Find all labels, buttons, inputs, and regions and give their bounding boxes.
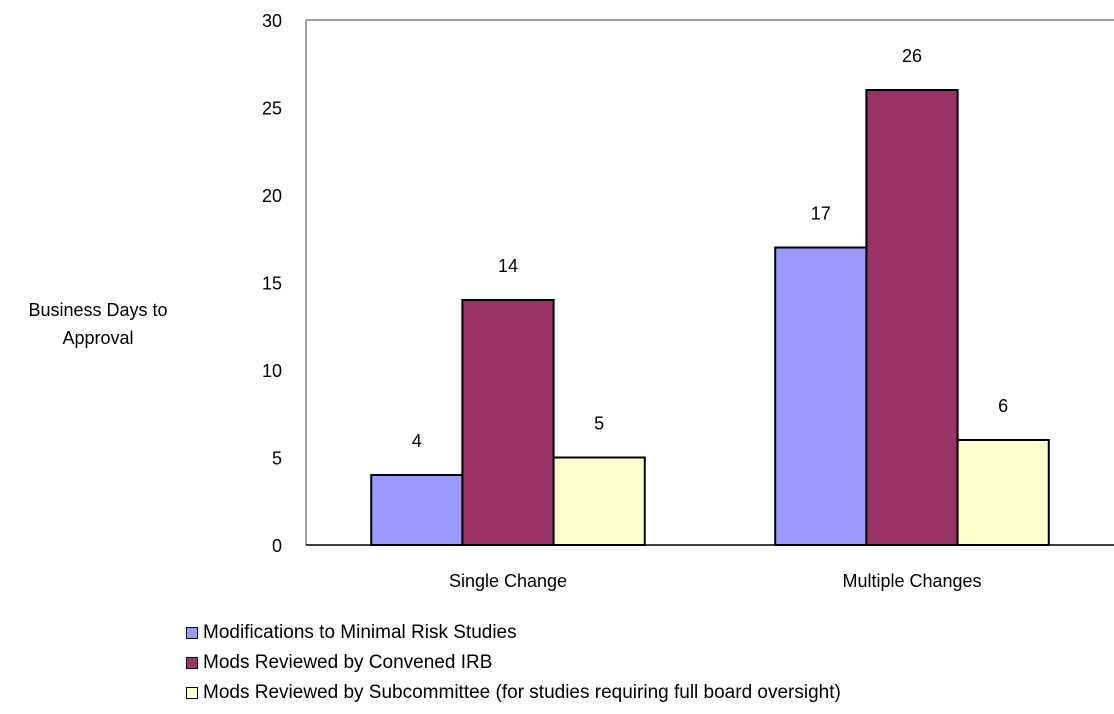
y-tick-label: 10 — [262, 361, 282, 381]
y-tick-label: 20 — [262, 186, 282, 206]
bars — [370, 89, 1050, 546]
y-axis-ticks: 0 5 10 15 20 25 30 — [262, 11, 282, 556]
bar — [370, 474, 464, 546]
y-axis-label: Business Days to Approval — [0, 296, 196, 352]
legend-item: Modifications to Minimal Risk Studies — [186, 618, 841, 648]
x-axis-ticks: Single Change Multiple Changes — [449, 571, 982, 591]
y-axis-label-line-2: Approval — [62, 328, 134, 348]
data-label: 6 — [998, 396, 1008, 416]
y-tick-label: 5 — [272, 449, 282, 469]
legend-swatch-convened-irb — [186, 657, 198, 669]
data-label: 14 — [498, 256, 518, 276]
y-tick-label: 15 — [262, 274, 282, 294]
legend-item: Mods Reviewed by Convened IRB — [186, 648, 841, 678]
legend-label-minimal-risk: Modifications to Minimal Risk Studies — [203, 622, 517, 643]
legend-item: Mods Reviewed by Subcommittee (for studi… — [186, 678, 841, 708]
y-tick-label: 25 — [262, 99, 282, 119]
y-axis-label-line-1: Business Days to — [28, 300, 168, 320]
y-tick-label: 30 — [262, 11, 282, 31]
data-label: 17 — [811, 204, 831, 224]
data-label: 5 — [594, 414, 604, 434]
x-tick-label: Single Change — [449, 571, 567, 591]
legend-label-convened-irb: Mods Reviewed by Convened IRB — [203, 652, 493, 673]
data-label: 4 — [412, 431, 422, 451]
legend-label-subcommittee: Mods Reviewed by Subcommittee (for studi… — [203, 682, 841, 703]
plot-frame — [305, 19, 1114, 546]
x-tick-label: Multiple Changes — [842, 571, 981, 591]
legend-swatch-minimal-risk — [186, 627, 198, 639]
data-label: 26 — [902, 46, 922, 66]
y-tick-label: 0 — [272, 536, 282, 556]
legend-swatch-subcommittee — [186, 687, 198, 699]
data-labels: 4 14 5 17 26 6 — [412, 46, 1008, 451]
bar — [956, 439, 1050, 546]
bar — [461, 299, 555, 546]
bar — [552, 456, 646, 546]
bar — [774, 246, 868, 546]
legend: Modifications to Minimal Risk Studies Mo… — [186, 618, 841, 708]
bar — [865, 89, 959, 546]
